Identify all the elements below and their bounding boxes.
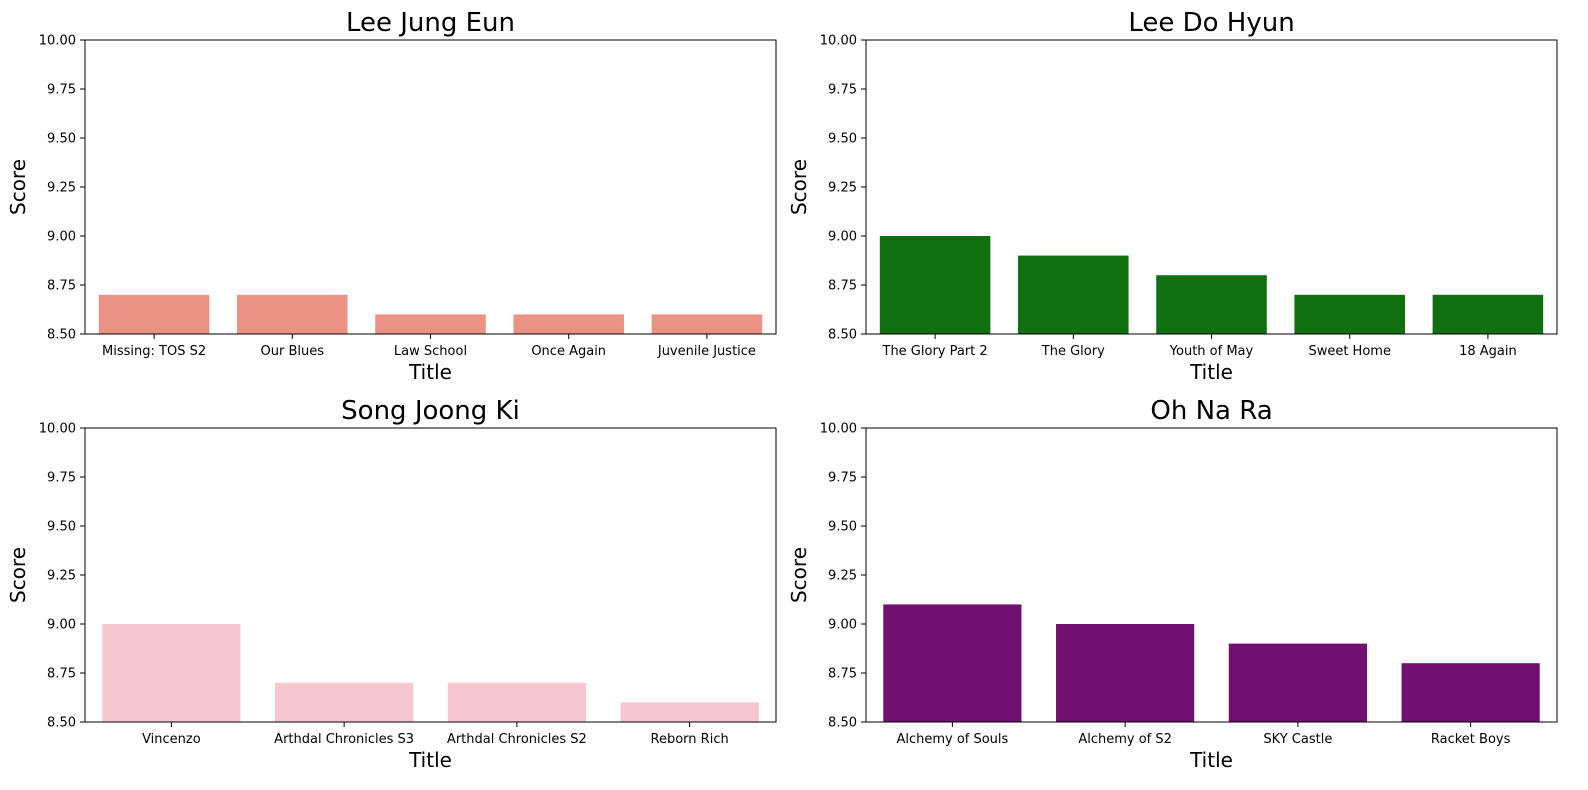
x-tick-label-1-3: Sweet Home [1308,344,1391,359]
x-tick-label-0-0: Missing: TOS S2 [102,344,206,359]
x-axis-label-0: Title [408,360,452,384]
bar-1-3 [1294,294,1405,334]
x-axis-label-3: Title [1189,748,1233,772]
bar-1-2 [1156,275,1267,334]
bar-0-1 [237,294,348,334]
chart-panel-3: 8.50 8.75 9.00 9.25 9.50 9.75 10.00 Alchemy of … [787,396,1558,772]
x-tick-label-1-0: The Glory Part 2 [882,344,988,359]
bar-3-0 [883,604,1022,722]
x-tick-label-3-3: Racket Boys [1431,732,1511,747]
bar-2-1 [275,682,414,722]
x-tick-label-2-0: Vincenzo [142,732,201,747]
chart-title-3: Oh Na Ra [1150,396,1272,426]
axes-frame-0 [84,39,777,335]
bar-2-0 [102,624,241,722]
y-tick-label-2-0: 8.50 [47,716,76,731]
bar-0-3 [513,314,624,334]
x-tick-label-0-3: Once Again [531,344,606,359]
x-tick-label-2-2: Arthdal Chronicles S2 [447,732,587,747]
y-tick-label-2-3: 9.25 [47,569,76,584]
y-axis-label-3: Score [787,547,811,603]
x-tick-label-1-1: The Glory [1041,344,1105,359]
y-tick-label-1-4: 9.50 [828,132,857,147]
bar-2-3 [620,702,759,722]
y-tick-label-0-3: 9.25 [47,181,76,196]
x-tick-label-3-2: SKY Castle [1263,732,1332,747]
y-tick-label-0-2: 9.00 [47,230,76,245]
x-tick-label-1-2: Youth of May [1169,344,1254,359]
bar-1-1 [1018,255,1129,334]
chart-panel-0: 8.50 8.75 9.00 9.25 9.50 9.75 10.00 Missing: TO… [6,8,777,384]
y-tick-label-2-5: 9.75 [47,471,76,486]
y-tick-label-2-4: 9.50 [47,520,76,535]
y-tick-label-3-1: 8.75 [828,667,857,682]
y-tick-label-1-3: 9.25 [828,181,857,196]
bar-3-1 [1056,624,1195,722]
y-tick-label-0-5: 9.75 [47,83,76,98]
bar-3-2 [1228,643,1367,722]
y-tick-label-3-2: 9.00 [828,618,857,633]
x-tick-label-0-2: Law School [394,344,467,359]
chart-panel-2: 8.50 8.75 9.00 9.25 9.50 9.75 10.00 Vincenzo Art… [6,396,777,772]
x-axis-label-1: Title [1189,360,1233,384]
bar-0-0 [98,294,210,334]
y-axis-label-0: Score [6,159,30,215]
chart-title-0: Lee Jung Eun [346,8,515,38]
y-tick-label-3-3: 9.25 [828,569,857,584]
bar-2-2 [447,682,586,722]
bar-0-4 [651,314,763,334]
y-tick-label-1-5: 9.75 [828,83,857,98]
chart-panel-1: 8.50 8.75 9.00 9.25 9.50 9.75 10.00 The Glory P… [787,8,1558,384]
x-tick-label-2-1: Arthdal Chronicles S3 [274,732,414,747]
y-tick-label-1-0: 8.50 [828,328,857,343]
x-tick-label-0-1: Our Blues [261,344,325,359]
chart-title-1: Lee Do Hyun [1128,8,1294,38]
x-axis-label-2: Title [408,748,452,772]
y-tick-label-3-6: 10.00 [820,422,857,437]
y-axis-label-2: Score [6,547,30,603]
bar-1-0 [879,236,991,334]
x-tick-label-0-4: Juvenile Justice [657,344,756,359]
bar-3-3 [1401,663,1540,722]
bar-0-2 [375,314,486,334]
y-tick-label-1-6: 10.00 [820,34,857,49]
chart-title-2: Song Joong Ki [341,396,520,426]
y-tick-label-2-6: 10.00 [39,422,76,437]
y-tick-label-1-2: 9.00 [828,230,857,245]
y-axis-label-1: Score [787,159,811,215]
y-tick-label-0-4: 9.50 [47,132,76,147]
x-tick-label-3-0: Alchemy of Souls [896,732,1008,747]
y-tick-label-1-1: 8.75 [828,279,857,294]
y-tick-label-2-1: 8.75 [47,667,76,682]
x-tick-label-2-3: Reborn Rich [651,732,729,747]
x-tick-label-3-1: Alchemy of S2 [1078,732,1172,747]
y-tick-label-0-1: 8.75 [47,279,76,294]
y-tick-label-3-5: 9.75 [828,471,857,486]
y-tick-label-3-0: 8.50 [828,716,857,731]
x-tick-label-1-4: 18 Again [1459,344,1517,359]
y-tick-label-3-4: 9.50 [828,520,857,535]
y-tick-label-0-6: 10.00 [39,34,76,49]
y-tick-label-0-0: 8.50 [47,328,76,343]
y-tick-label-2-2: 9.00 [47,618,76,633]
bar-1-4 [1432,294,1544,334]
